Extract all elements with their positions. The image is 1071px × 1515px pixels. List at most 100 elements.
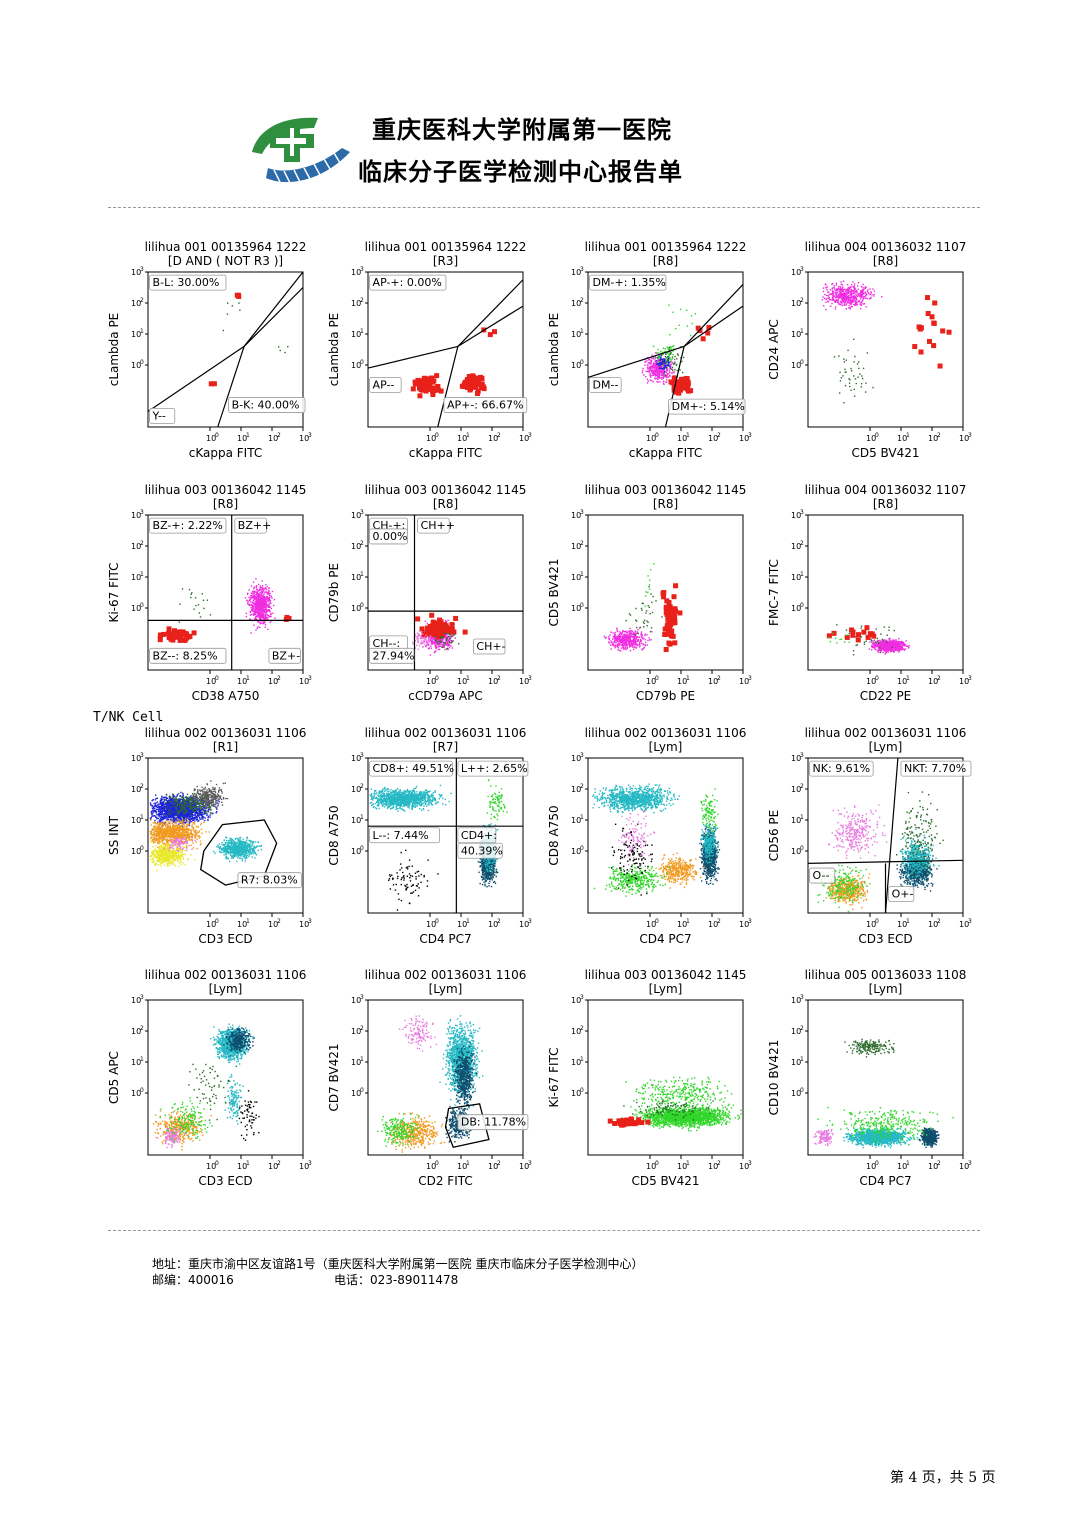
svg-text:3: 3 <box>360 266 364 273</box>
x-axis-ticks: 100 101 102 103 <box>866 670 972 686</box>
gate-label: CH++ <box>418 518 455 533</box>
gate-label: Y-- <box>150 408 175 423</box>
plot-subtitle: [R3] <box>433 254 458 268</box>
plot-title: lilihua 003 00136042 1145 <box>585 968 747 982</box>
plot-7: lilihua 003 00136042 1145[R8]100 101 102 10… <box>547 483 752 703</box>
y-axis-label: cLambda PE <box>107 313 121 387</box>
x-axis-label: cCD79a APC <box>408 689 482 703</box>
svg-text:2: 2 <box>800 297 804 304</box>
x-axis-ticks: 100 101 102 103 <box>646 427 752 443</box>
gate-label: CH+- <box>473 639 505 654</box>
plot-title: lilihua 001 00135964 1222 <box>365 240 527 254</box>
y-axis-label: CD5 APC <box>107 1051 121 1104</box>
plot-9: lilihua 002 00136031 1106[R1]100 101 102 10… <box>107 726 312 946</box>
y-axis-label: CD79b PE <box>327 563 341 622</box>
y-axis-label: CD8 A750 <box>547 805 561 865</box>
plot-10: lilihua 002 00136031 1106[R7]100 101 102 10… <box>327 726 532 946</box>
x-axis-ticks: 100 101 102 103 <box>426 427 532 443</box>
plot-frame <box>588 1000 743 1155</box>
plot-4: lilihua 004 00136032 1107[R8]100 101 102 10… <box>767 240 972 460</box>
gate-label: NK: 9.61% <box>810 761 874 776</box>
x-axis-label: cKappa FITC <box>189 446 262 460</box>
plot-subtitle: [R1] <box>213 740 238 754</box>
x-axis-ticks: 100 101 102 103 <box>866 913 972 929</box>
plot-6: lilihua 003 00136042 1145[R8]100 101 102 10… <box>327 483 532 703</box>
x-axis-ticks: 100 101 102 103 <box>866 1155 972 1171</box>
gate-label: AP+-: 66.67% <box>444 398 527 413</box>
footer-address: 地址：重庆市渝中区友谊路1号（重庆医科大学附属第一医院 重庆市临床分子医学检测中… <box>152 1256 643 1272</box>
plot-5: lilihua 003 00136042 1145[R8]100 101 102 10… <box>107 483 312 703</box>
x-axis-label: CD4 PC7 <box>859 1174 911 1188</box>
plot-14: lilihua 002 00136031 1106[Lym]100 101 102 1… <box>327 968 532 1188</box>
y-axis-label: Ki-67 FITC <box>547 1047 561 1107</box>
plot-frame <box>808 272 963 427</box>
plot-subtitle: [R8] <box>873 254 898 268</box>
gate-label: BZ+- <box>269 648 301 663</box>
gate-label: BZ-+: 2.22% <box>150 518 226 533</box>
svg-text:3: 3 <box>580 266 584 273</box>
y-axis-label: FMC-7 FITC <box>767 559 781 626</box>
x-axis-label: CD5 BV421 <box>851 446 919 460</box>
x-axis-ticks: 100 101 102 103 <box>426 670 532 686</box>
plot-title: lilihua 003 00136042 1145 <box>585 483 747 497</box>
plot-3: lilihua 001 00135964 1222[R8] 100 101 102 10… <box>547 240 752 460</box>
plot-title: lilihua 001 00135964 1222 <box>145 240 307 254</box>
plot-subtitle: [Lym] <box>649 982 683 996</box>
x-axis-ticks: 100 101 102 103 <box>646 1155 752 1171</box>
gate-label: B-K: 40.00% <box>229 398 305 413</box>
plot-subtitle: [Lym] <box>429 982 463 996</box>
plot-subtitle: [R7] <box>433 740 458 754</box>
gate-label: CD8+: 49.51% <box>370 761 455 776</box>
svg-text:1: 1 <box>686 432 690 439</box>
footer-divider <box>108 1230 980 1231</box>
plot-title: lilihua 001 00135964 1222 <box>585 240 747 254</box>
plot-title: lilihua 004 00136032 1107 <box>805 483 967 497</box>
plot-8: lilihua 004 00136032 1107[R8]100 101 102 10… <box>767 483 972 703</box>
plot-16: lilihua 005 00136033 1108[Lym]100 101 102 1… <box>767 968 972 1188</box>
svg-text:2: 2 <box>717 432 721 439</box>
gate-label: B-L: 30.00% <box>150 275 226 290</box>
svg-text:2: 2 <box>360 297 364 304</box>
gate-label: BZ++ <box>235 518 272 533</box>
x-axis-ticks: 100 101 102 103 <box>426 1155 532 1171</box>
svg-text:AP+-: 66.67%: AP+-: 66.67% <box>447 399 524 412</box>
y-axis-label: SS INT <box>107 815 121 855</box>
y-axis-label: cLambda PE <box>327 313 341 387</box>
gate-label: BZ--: 8.25% <box>150 648 226 663</box>
svg-text:1: 1 <box>800 328 804 335</box>
svg-text:Y--: Y-- <box>152 409 166 422</box>
x-axis-label: cKappa FITC <box>629 446 702 460</box>
x-axis-label: CD38 A750 <box>192 689 260 703</box>
plot-title: lilihua 005 00136033 1108 <box>805 968 967 982</box>
x-axis-label: CD3 ECD <box>858 932 912 946</box>
svg-text:1: 1 <box>360 328 364 335</box>
plot-subtitle: [R8] <box>213 497 238 511</box>
plot-2: lilihua 001 00135964 1222[R3] 100 101 102 10… <box>327 240 532 460</box>
x-axis-label: cKappa FITC <box>409 446 482 460</box>
x-axis-ticks: 100 101 102 103 <box>866 427 972 443</box>
svg-text:2: 2 <box>497 432 501 439</box>
gate-label: NKT: 7.70% <box>901 761 971 776</box>
y-axis-label: Ki-67 FITC <box>107 562 121 622</box>
page-number: 第 4 页，共 5 页 <box>890 1467 996 1487</box>
svg-text:1: 1 <box>906 432 910 439</box>
gate-label: 0.00% <box>370 529 408 544</box>
svg-text:3: 3 <box>528 432 532 439</box>
plot-subtitle: [R8] <box>653 254 678 268</box>
x-axis-ticks: 100 101 102 103 <box>646 670 752 686</box>
svg-text:DM+-: 5.14%: DM+-: 5.14% <box>672 400 745 413</box>
gate-label: CD4+: <box>458 828 497 843</box>
gate-label: R7: 8.03% <box>238 873 302 888</box>
gate-label: L--: 7.44% <box>370 828 440 843</box>
svg-text:3: 3 <box>968 432 972 439</box>
x-axis-label: CD4 PC7 <box>419 932 471 946</box>
svg-text:3: 3 <box>308 432 312 439</box>
y-axis-label: CD24 APC <box>767 319 781 380</box>
gate-label: AP-- <box>370 377 402 392</box>
